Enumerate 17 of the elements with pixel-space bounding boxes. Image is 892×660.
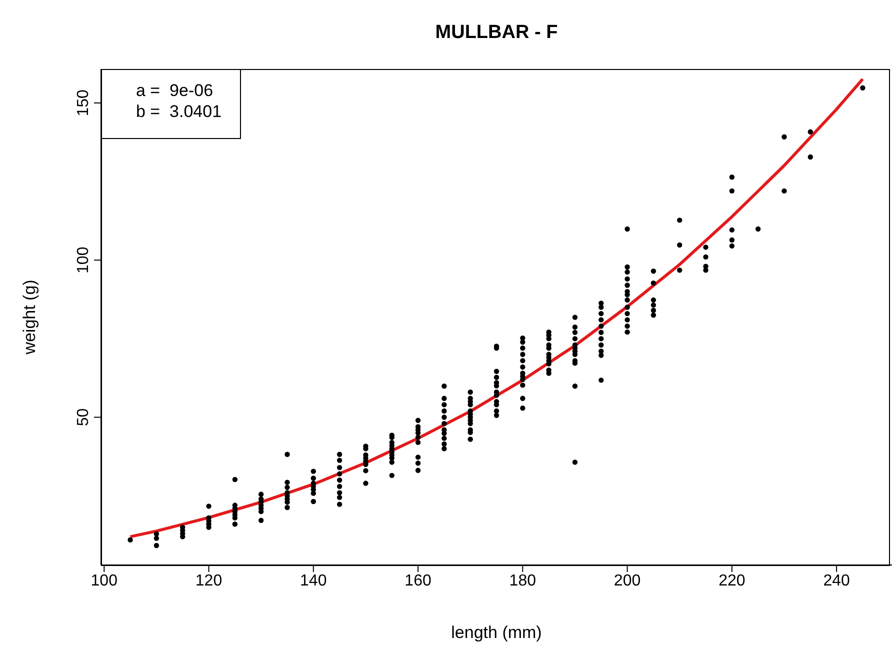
annotation: a = 9e-06 xyxy=(136,80,214,101)
y-tick-label: 50 xyxy=(75,408,92,426)
x-tick-label: 160 xyxy=(404,572,432,590)
x-tick-label: 240 xyxy=(823,572,850,590)
x-tick-label: 120 xyxy=(195,572,222,590)
annotation: b = 3.0401 xyxy=(136,101,223,122)
x-axis-title: length (mm) xyxy=(450,623,543,643)
x-tick-label: 140 xyxy=(300,572,327,590)
x-tick-label: 220 xyxy=(718,572,746,590)
x-tick-label: 200 xyxy=(614,572,641,590)
text-box: a = 9e-06 b = 3.0401 xyxy=(101,69,241,139)
y-tick-label: 150 xyxy=(75,90,92,116)
chart-title: MULLBAR - F xyxy=(434,22,559,44)
x-tick-label: 100 xyxy=(90,572,118,590)
y-tick-label: 100 xyxy=(75,246,92,274)
y-axis-title: weight (g) xyxy=(20,280,40,354)
x-tick-label: 180 xyxy=(509,572,536,590)
